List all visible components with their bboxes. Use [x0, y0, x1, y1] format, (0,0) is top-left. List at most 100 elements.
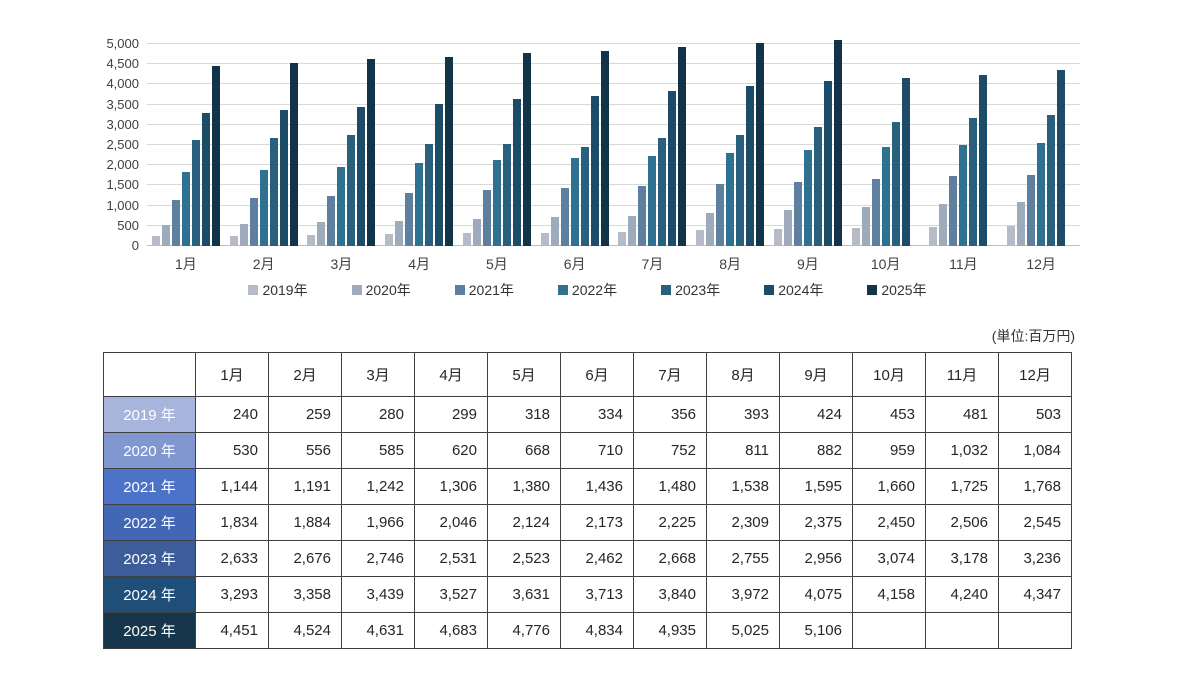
table-value-cell: 1,834 [195, 504, 269, 541]
table-value-cell: 2,462 [560, 540, 634, 577]
table-value-cell: 4,834 [560, 612, 634, 649]
table-value-cell: 4,240 [925, 576, 999, 613]
x-axis-label: 11月 [949, 256, 978, 272]
gridline [147, 164, 1080, 166]
table-value-cell: 280 [341, 396, 415, 433]
bar [482, 190, 491, 246]
bar [1047, 115, 1056, 246]
bar [929, 226, 938, 246]
bar-group [303, 44, 381, 246]
table-value-cell: 3,840 [633, 576, 707, 613]
table-value-cell: 318 [487, 396, 561, 433]
bar [823, 81, 832, 246]
monthly-sales-bar-chart: 0 500 1,000 1,500 2,000 2,500 3,000 3,500 4,000 4… [95, 30, 1080, 305]
table-row: 2019 年 240 259 280 299 318 334 356 393 424 453 481 5… [103, 396, 1072, 433]
y-tick-label: 3,500 [106, 96, 139, 112]
gridline [147, 63, 1080, 65]
table-value-cell: 5,025 [706, 612, 780, 649]
bar-group [691, 43, 769, 246]
legend-item: 2024年 [764, 280, 823, 300]
bar [756, 43, 765, 246]
table-value-cell: 2,668 [633, 540, 707, 577]
table-year-label: 2021 年 [103, 468, 196, 505]
bar [648, 156, 657, 246]
data-table: 1月 2月 3月 4月 5月 6月 7月 8月 9月 10月 11月 12月 2019 年 240 259… [103, 352, 1072, 649]
table-row: 2024 年 3,293 3,358 3,439 3,527 3,631 3,713 3,84… [103, 576, 1072, 613]
bar [279, 110, 288, 246]
table-month-header: 12月 [998, 352, 1072, 397]
bar [201, 112, 210, 246]
gridline [147, 144, 1080, 145]
bar-group [1002, 44, 1080, 246]
bar [628, 215, 637, 246]
bar [540, 232, 549, 246]
bar [181, 171, 190, 246]
table-year-label: 2020 年 [103, 432, 196, 469]
table-value-cell: 2,173 [560, 504, 634, 541]
legend-swatch [454, 285, 465, 295]
bar [618, 231, 627, 246]
y-tick-label: 1,500 [106, 177, 139, 193]
bar [229, 235, 238, 246]
table-value-cell: 2,755 [706, 540, 780, 577]
table-value-cell: 1,595 [779, 468, 853, 505]
bar [385, 233, 394, 246]
legend-label: 2025年 [881, 282, 927, 298]
bar [307, 234, 316, 246]
table-value-cell: 503 [998, 396, 1072, 433]
bar [1037, 143, 1046, 246]
table-value-cell: 2,046 [414, 504, 488, 541]
legend-label: 2023年 [675, 282, 721, 298]
bar [696, 230, 705, 246]
table-value-cell: 2,531 [414, 540, 488, 577]
table-value-cell: 1,966 [341, 504, 415, 541]
legend-label: 2020年 [365, 282, 411, 298]
table-month-header: 2月 [268, 352, 342, 397]
bar [415, 163, 424, 246]
table-value-cell: 393 [706, 396, 780, 433]
table-value-cell: 2,633 [195, 540, 269, 577]
bar [678, 46, 687, 246]
bar [445, 56, 454, 246]
table-value-cell: 1,480 [633, 468, 707, 505]
bar [1017, 202, 1026, 246]
bar [492, 160, 501, 246]
table-year-label: 2024 年 [103, 576, 196, 613]
table-row: 2022 年 1,834 1,884 1,966 2,046 2,124 2,173 2,22… [103, 504, 1072, 541]
table-value-cell: 1,660 [852, 468, 926, 505]
unit-note: (単位:百万円) [991, 328, 1075, 344]
table-value-cell: 2,375 [779, 504, 853, 541]
table-value-cell: 3,972 [706, 576, 780, 613]
table-value-cell [852, 612, 926, 649]
legend-item: 2021年 [454, 280, 514, 300]
bar [901, 78, 910, 246]
legend-item: 2022年 [557, 280, 617, 300]
table-year-label: 2025 年 [103, 612, 196, 649]
table-value-cell: 752 [633, 432, 707, 469]
table-value-cell: 1,191 [268, 468, 342, 505]
table-value-cell: 3,713 [560, 576, 634, 613]
table-value-cell: 1,884 [268, 504, 342, 541]
y-tick-label: 2,500 [106, 137, 139, 152]
table-value-cell: 356 [633, 396, 707, 433]
table-value-cell: 453 [852, 396, 926, 433]
bar [1057, 70, 1066, 246]
table-value-cell: 710 [560, 432, 634, 469]
bar [1027, 174, 1036, 246]
table-value-cell: 668 [487, 432, 561, 469]
table-month-header: 3月 [341, 352, 415, 397]
table-value-cell: 1,538 [706, 468, 780, 505]
bar [746, 85, 755, 246]
table-row: 2021 年 1,144 1,191 1,242 1,306 1,380 1,436 1,48… [103, 468, 1072, 505]
table-value-cell: 1,032 [925, 432, 999, 469]
bar [191, 139, 200, 246]
bar [570, 158, 579, 246]
legend-item: 2020年 [351, 280, 411, 300]
bar [706, 213, 715, 246]
legend-label: 2019年 [262, 282, 308, 298]
y-tick-label: 3,000 [106, 116, 139, 132]
y-axis: 0 500 1,000 1,500 2,000 2,500 3,000 3,500 4,000 4… [95, 36, 139, 253]
y-tick-label: 1,000 [106, 197, 139, 213]
table-value-cell: 1,306 [414, 468, 488, 505]
table-month-header: 11月 [925, 352, 999, 397]
